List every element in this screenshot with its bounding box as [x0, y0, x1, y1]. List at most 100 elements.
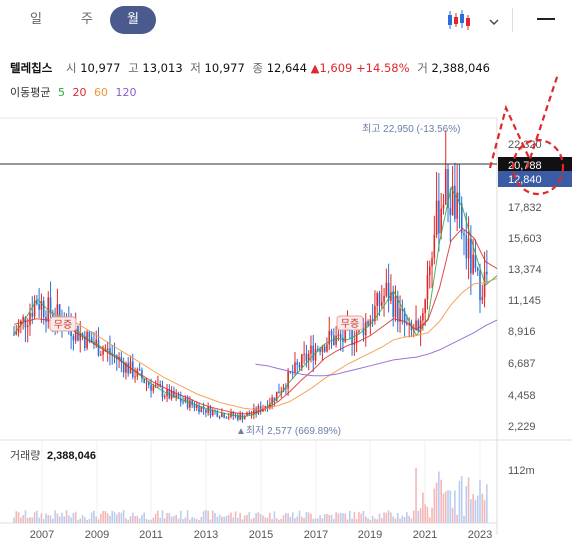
stock-summary: 텔레칩스 시 10,977 고 13,013 저 10,977 종 12,644… [10, 60, 490, 76]
candle-body [470, 238, 472, 274]
candle-body [193, 404, 196, 408]
volume-bar [214, 512, 216, 523]
candle-body [392, 292, 394, 317]
candle-body [184, 397, 187, 402]
y-tick-label: 15,603 [508, 233, 542, 245]
volume-bar [303, 517, 305, 523]
candle-body [424, 299, 426, 314]
volume-bar [412, 510, 415, 523]
volume-bar [63, 516, 66, 523]
candle-body [287, 371, 289, 389]
volume-bar [291, 512, 294, 523]
volume-bar [234, 511, 237, 523]
candle-body [168, 389, 171, 399]
candle-body [79, 333, 82, 341]
candle-body [266, 406, 269, 409]
volume-bar [321, 518, 324, 523]
candlestick-icon[interactable] [447, 9, 471, 31]
volume-bar [289, 516, 292, 523]
volume-bar [216, 516, 219, 523]
volume-bar [330, 514, 333, 523]
x-tick-label: 2019 [358, 529, 382, 541]
x-tick-label: 2011 [139, 529, 163, 541]
volume-bar [447, 490, 449, 523]
candle-body [127, 363, 130, 374]
volume-bar [232, 517, 235, 523]
volume-bar [239, 512, 241, 523]
volume-bar [426, 506, 429, 523]
y-tick-label: 8,916 [508, 326, 536, 338]
chevron-down-icon[interactable] [489, 12, 499, 25]
volume-bar [79, 518, 82, 523]
volume-bar [273, 511, 276, 523]
volume-bar [337, 513, 340, 523]
volume-bar [93, 510, 95, 523]
candle-body [371, 319, 374, 322]
tab-month[interactable]: 월 [110, 6, 156, 34]
candle-body [467, 238, 470, 259]
volume-bar [392, 516, 394, 523]
menu-icon[interactable] [537, 18, 555, 20]
volume-bar [70, 517, 72, 523]
volume-bar [152, 517, 155, 523]
candle-body [74, 326, 77, 341]
volume-bar [118, 512, 120, 523]
candle-body [479, 271, 481, 301]
candle-body [216, 410, 219, 417]
volume-label: 거래량 [10, 449, 40, 462]
volume-bar [433, 488, 436, 523]
volume-bar [417, 510, 420, 523]
candle-body [138, 369, 141, 371]
volume-bar [109, 515, 111, 523]
candle-body [435, 200, 438, 235]
candle-body [186, 397, 189, 408]
volume-bar [394, 518, 397, 523]
candle-body [15, 332, 18, 335]
volume-bar [362, 510, 365, 523]
volume-bar [77, 519, 79, 523]
candle-body [369, 319, 372, 326]
y-tick-label: 2,229 [508, 421, 536, 433]
volume-bar [408, 515, 410, 523]
high-marker: 최고 22,950 (-13.56%) [362, 123, 460, 135]
annotation-arrow-right [525, 73, 560, 169]
volume-bar [221, 516, 223, 523]
volume-bar [358, 511, 360, 523]
moving-average-legend[interactable]: 이동평균 5 20 60 120 [10, 84, 140, 100]
candle-body [150, 385, 152, 391]
volume-bar [323, 514, 326, 523]
volume-bar [54, 510, 56, 523]
candle-body [271, 397, 273, 404]
volume-bar [56, 513, 59, 523]
candle-body [376, 293, 379, 306]
tab-week[interactable]: 주 [81, 12, 93, 27]
volume-bar [342, 512, 344, 523]
volume-bar [127, 519, 130, 523]
volume-bar [298, 510, 301, 523]
y-tick-label: 4,458 [508, 390, 536, 402]
candle-body [374, 305, 376, 322]
volume-bar [403, 517, 406, 523]
volume-bar [257, 512, 260, 523]
volume-bar [374, 518, 376, 523]
volume-bar [387, 510, 390, 523]
candle-body [335, 335, 337, 345]
volume-bar [157, 510, 159, 523]
volume-bar [143, 512, 146, 523]
candle-body [100, 354, 102, 356]
candle-body [415, 320, 417, 331]
volume-bar [195, 519, 198, 523]
candle-body [97, 339, 100, 356]
volume-bar [237, 517, 239, 523]
volume-bar [36, 510, 38, 523]
candle-body [403, 310, 406, 324]
candle-body [106, 348, 109, 350]
tab-day[interactable]: 일 [30, 12, 42, 27]
volume-bar [179, 510, 182, 523]
volume-bar [102, 510, 104, 523]
volume-bar [173, 516, 175, 523]
x-tick-label: 2023 [468, 529, 492, 541]
candle-body [337, 334, 340, 336]
candle-body [431, 257, 433, 267]
